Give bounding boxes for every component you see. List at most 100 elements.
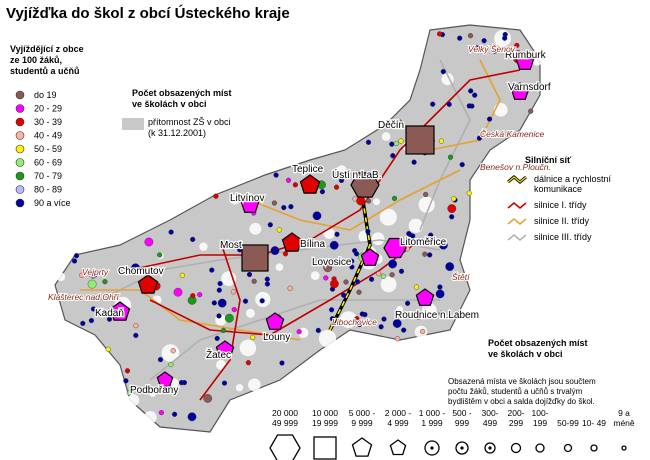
- municipality-dot: [398, 268, 405, 274]
- municipality-dot: [190, 236, 196, 243]
- municipality-area: [323, 227, 335, 240]
- legend-swatch: [15, 104, 25, 113]
- municipality-area: [127, 394, 140, 407]
- municipality-dot: [158, 410, 165, 416]
- municipality-dot: [428, 232, 434, 238]
- legend-label: 90 a více: [34, 198, 71, 208]
- municipality-dot: [395, 336, 401, 342]
- municipality-dot: [476, 135, 483, 141]
- road: [149, 299, 440, 381]
- municipality-dot: [438, 138, 445, 144]
- municipality-dot: [105, 346, 111, 352]
- municipality-dot: [381, 316, 387, 322]
- size-symbol-dot: [488, 446, 492, 450]
- municipality-dot: [79, 272, 85, 278]
- municipality-dot: [376, 271, 382, 277]
- town-symbol: [383, 237, 407, 259]
- municipality-dot: [349, 258, 355, 264]
- town-symbol: [137, 274, 159, 294]
- town-symbol: [360, 248, 380, 266]
- legend-label: 30 - 39: [34, 117, 62, 127]
- road: [199, 239, 241, 401]
- municipality-dot: [354, 316, 360, 322]
- town-label: Most: [220, 240, 242, 251]
- town-label: Rumburk: [505, 50, 547, 61]
- municipality-dot: [281, 205, 287, 211]
- municipality-area: [229, 194, 240, 205]
- municipality-area: [143, 411, 157, 424]
- municipality-area: [422, 302, 437, 318]
- municipality-dot: [214, 335, 220, 342]
- municipality-dot: [209, 267, 215, 273]
- legend-label: silnice I. třídy: [534, 200, 587, 210]
- municipality-dot: [420, 328, 426, 335]
- municipality-dot: [380, 273, 387, 279]
- road: [419, 59, 471, 231]
- municipality-dot: [187, 412, 197, 422]
- place-label: Benešov n.Ploučn.: [480, 162, 551, 172]
- municipality-dot: [447, 204, 457, 214]
- legend-road: [507, 233, 527, 242]
- municipality-dot: [312, 211, 322, 221]
- municipality-dot: [220, 327, 227, 334]
- municipality-area: [239, 339, 257, 357]
- municipality-dot: [190, 293, 196, 299]
- size-label: 5 000 -: [349, 408, 376, 418]
- municipality-area: [275, 263, 284, 271]
- legend-note: Obsazená místa ve školách jsou součtem: [448, 377, 596, 386]
- place-label: Vejprty: [82, 267, 109, 277]
- municipality-dot: [319, 189, 326, 195]
- legend-label: dálnice a rychlostní: [534, 174, 612, 184]
- town-label: Děčín: [378, 120, 404, 131]
- municipality-dot: [124, 368, 131, 374]
- municipality-dot: [415, 314, 422, 321]
- municipality-dot: [157, 252, 163, 258]
- municipality-dot: [287, 285, 293, 291]
- municipality-dot: [446, 101, 452, 107]
- municipality-dot: [445, 262, 455, 271]
- municipality-dot: [131, 263, 140, 273]
- size-symbol-dot: [430, 446, 434, 450]
- town-symbol: [265, 312, 285, 330]
- size-label: 9 999: [351, 418, 373, 428]
- town-label: Podbořany: [130, 385, 178, 396]
- town-label: Lovosice: [312, 257, 352, 268]
- municipality-dot: [451, 196, 457, 202]
- size-label: 20 000: [272, 408, 298, 418]
- municipality-dot: [88, 318, 95, 324]
- municipality-dot: [472, 92, 478, 98]
- municipality-dot: [466, 103, 472, 109]
- legend-swatch: [15, 198, 25, 208]
- legend-title: Silniční síť: [525, 155, 572, 165]
- municipality-dot: [410, 233, 416, 239]
- town-symbol: [515, 52, 535, 70]
- municipality-dot: [438, 310, 444, 317]
- municipality-dot: [356, 289, 362, 295]
- legend-title: ve školách v obci: [132, 99, 207, 109]
- size-label: 299: [509, 418, 523, 428]
- municipality-dot: [365, 139, 372, 145]
- size-symbol: [389, 439, 407, 456]
- municipality-dot: [90, 306, 97, 312]
- town-symbol: [240, 195, 260, 213]
- municipality-dot: [474, 45, 480, 51]
- municipality-dot: [168, 362, 174, 368]
- size-symbol: [621, 445, 627, 451]
- town-label: Žatec: [206, 348, 231, 361]
- town-symbol: [156, 371, 174, 388]
- municipality-dot: [323, 275, 329, 281]
- legend-label: komunikace: [534, 184, 582, 194]
- municipality-dot: [259, 298, 265, 304]
- municipality-dot: [123, 378, 129, 384]
- legend-swatch: [15, 117, 25, 127]
- municipality-dot: [288, 204, 294, 210]
- municipality-dot: [389, 272, 395, 278]
- municipality-dot: [173, 287, 183, 297]
- municipality-dot: [462, 275, 468, 281]
- municipality-dot: [467, 33, 474, 39]
- legend-title: Vyjíždějící z obce: [10, 44, 84, 54]
- legend-swatch: [15, 90, 25, 100]
- municipality-dot: [170, 348, 176, 354]
- municipality-dot: [329, 279, 339, 289]
- municipality-dot: [329, 240, 339, 250]
